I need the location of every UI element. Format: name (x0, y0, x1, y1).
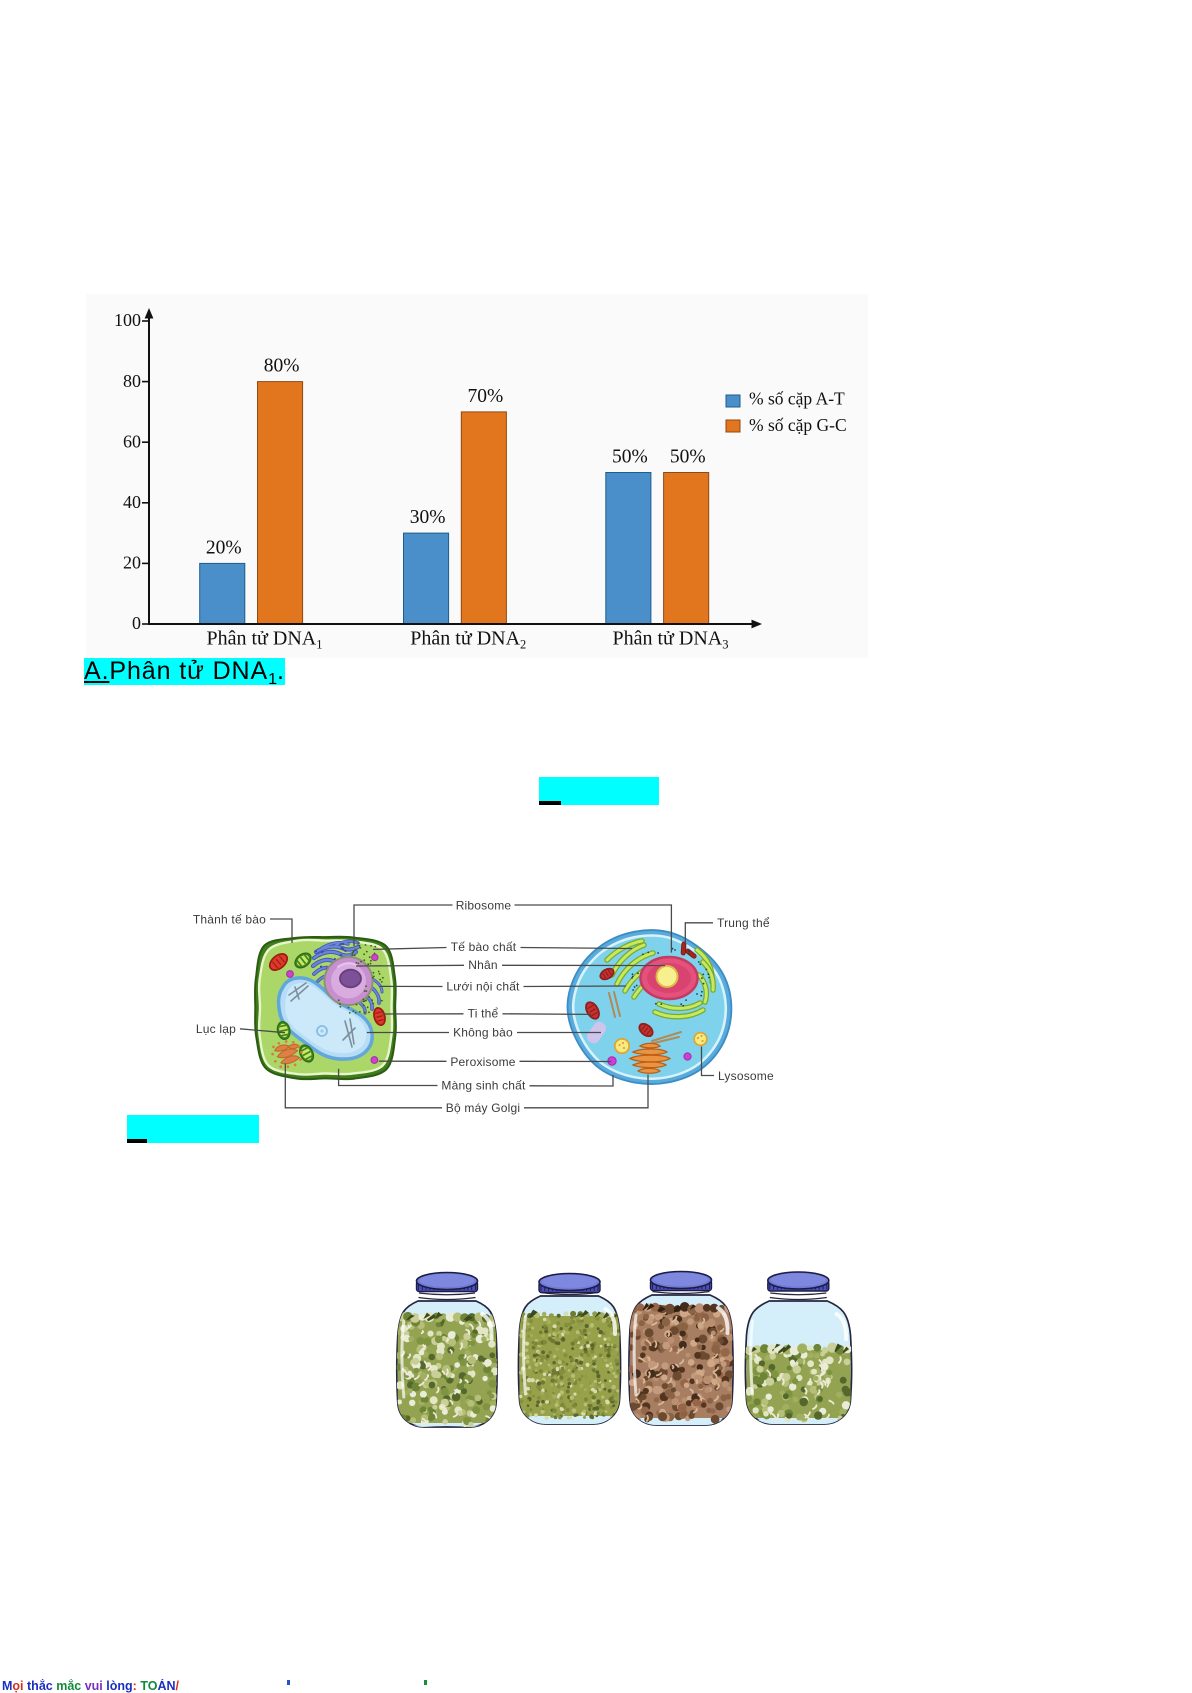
svg-text:Thành tế bào: Thành tế bào (193, 912, 266, 926)
svg-text:Peroxisome: Peroxisome (450, 1055, 515, 1069)
svg-text:80: 80 (123, 371, 141, 391)
svg-text:Lục lạp: Lục lạp (196, 1022, 236, 1036)
svg-text:Lưới nội chất: Lưới nội chất (446, 979, 520, 993)
svg-text:Không bào: Không bào (453, 1026, 513, 1040)
svg-text:80%: 80% (264, 356, 300, 377)
svg-text:100: 100 (114, 310, 141, 330)
svg-text:Trung thể: Trung thể (717, 916, 770, 930)
svg-text:Ti thể: Ti thể (468, 1007, 499, 1021)
svg-text:% số cặp A-T: % số cặp A-T (749, 389, 845, 409)
svg-text:20%: 20% (206, 538, 242, 559)
svg-text:Phân tử DNA3: Phân tử DNA3 (613, 628, 729, 652)
svg-text:0: 0 (132, 613, 141, 633)
svg-text:Màng sinh chất: Màng sinh chất (441, 1078, 526, 1092)
svg-text:% số cặp G-C: % số cặp G-C (749, 415, 847, 435)
svg-text:50%: 50% (612, 447, 648, 468)
svg-text:20: 20 (123, 553, 141, 573)
svg-text:Tế bào chất: Tế bào chất (451, 940, 517, 954)
svg-text:Nhân: Nhân (468, 958, 498, 972)
svg-text:Lysosome: Lysosome (718, 1069, 774, 1083)
svg-text:40: 40 (123, 492, 141, 512)
svg-text:Phân tử DNA1: Phân tử DNA1 (207, 628, 323, 652)
svg-text:70%: 70% (468, 386, 504, 407)
svg-text:Bộ máy Golgi: Bộ máy Golgi (446, 1101, 520, 1115)
svg-text:30%: 30% (410, 507, 446, 528)
svg-text:Phân tử DNA2: Phân tử DNA2 (410, 628, 526, 652)
svg-text:50%: 50% (670, 447, 706, 468)
svg-text:60: 60 (123, 431, 141, 451)
svg-text:Ribosome: Ribosome (456, 898, 512, 912)
